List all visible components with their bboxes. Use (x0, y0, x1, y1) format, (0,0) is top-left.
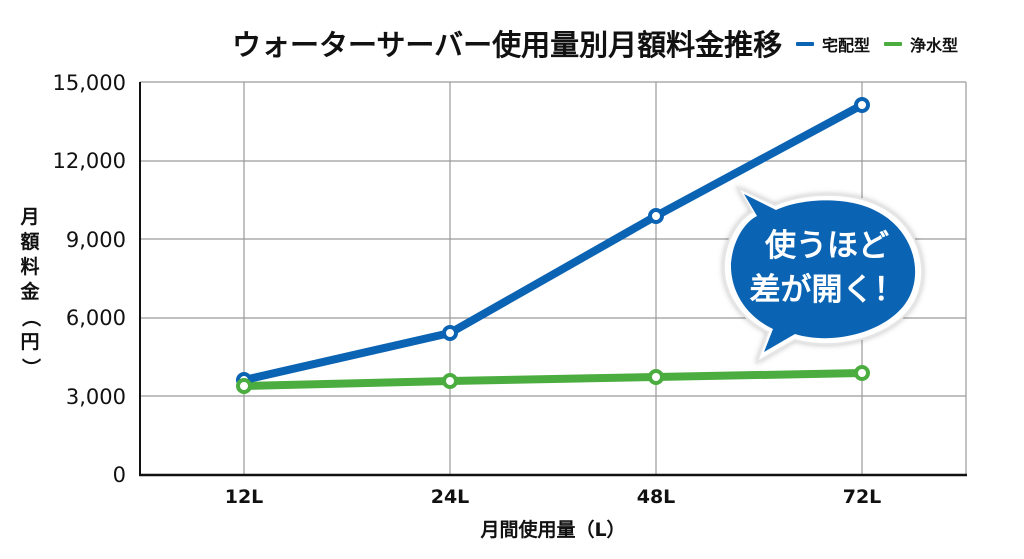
legend: 宅配型 浄水型 (796, 32, 972, 56)
series-line-filter (243, 369, 863, 390)
callout-text: 使うほど 差が開く！ (742, 224, 912, 312)
y-axis-label: 月 額 料 金 （ 円 ） (18, 205, 42, 380)
legend-label: 浄水型 (910, 36, 959, 55)
x-tick: 48L (636, 486, 676, 508)
chart-title: ウォーターサーバー使用量別月額料金推移 (232, 28, 783, 62)
x-tick: 12L (224, 486, 264, 508)
y-tick: 15,000 (52, 71, 126, 95)
y-tick: 3,000 (65, 385, 126, 409)
legend-swatch-blue-icon (796, 42, 814, 46)
y-axis-label-char: 金 (20, 281, 40, 303)
y-tick: 9,000 (65, 228, 126, 252)
callout-bubble (722, 185, 924, 365)
legend-swatch-green-icon (884, 42, 903, 46)
y-axis-label-char: 額 (20, 231, 40, 253)
y-tick: 6,000 (65, 306, 126, 330)
y-tick: 12,000 (52, 149, 126, 173)
x-tick: 72L (842, 486, 882, 508)
series-markers-filter (236, 365, 870, 394)
x-tick: 24L (430, 486, 470, 508)
y-axis-label-char: 円 (20, 331, 40, 353)
legend-label: 宅配型 (822, 36, 871, 55)
callout-line-1: 使うほど (765, 228, 889, 264)
series-line-delivery (243, 101, 864, 384)
x-axis-label: 月間使用量（L） (480, 519, 626, 541)
y-axis-label-char: 料 (20, 256, 40, 278)
y-axis-label-char: 月 (20, 206, 40, 228)
y-tick: 0 (112, 463, 126, 487)
legend-item-delivery: 宅配型 (796, 32, 870, 56)
legend-item-filter: 浄水型 (884, 32, 958, 56)
callout-line-2: 差が開く！ (749, 272, 905, 308)
